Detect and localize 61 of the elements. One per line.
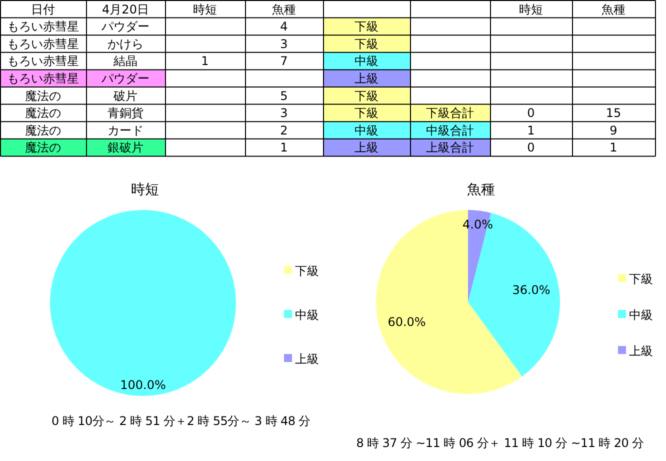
text: 魔法の — [25, 140, 61, 155]
text: パウダー — [100, 72, 150, 86]
text: 結晶 — [112, 54, 138, 68]
text: 1 — [610, 140, 618, 155]
text: 魚種 — [602, 2, 626, 16]
legend-label: 下級 — [295, 264, 319, 278]
text: 3 — [280, 106, 288, 120]
text: もろい赤彗星 — [7, 72, 79, 86]
legend-label: 中級 — [629, 308, 653, 322]
text: 2 — [280, 123, 288, 138]
text: 日付 — [31, 2, 55, 16]
legend-label: 中級 — [295, 308, 319, 322]
text: 0 — [527, 140, 535, 155]
text: 魔法の — [25, 88, 61, 103]
text: 下級 — [354, 88, 378, 103]
text: 4 — [280, 20, 288, 34]
text: 時短 — [519, 2, 543, 16]
text: 下級合計 — [426, 106, 474, 120]
text: 下級 — [354, 36, 378, 51]
text: 銀破片 — [108, 140, 144, 155]
text: 青銅貨 — [108, 106, 144, 120]
legend-label: 上級 — [295, 352, 319, 366]
text: 9 — [610, 123, 618, 138]
text: 7 — [280, 54, 288, 68]
text: 1 — [201, 54, 209, 68]
text: パウダー — [100, 20, 150, 34]
data-label: 4.0% — [462, 217, 494, 232]
data-label: 60.0% — [388, 314, 426, 329]
text: 中級 — [354, 123, 378, 138]
text: 1 — [280, 140, 288, 155]
text: 破片 — [112, 88, 138, 103]
text: 0 時 10分～ 2 時 51 分＋2 時 55分～ 3 時 48 分 — [52, 414, 311, 428]
text: 8 時 37 分 ~11 時 06 分＋ 11 時 10 分 ~11 時 20 分 — [356, 436, 644, 450]
text: かけら — [108, 36, 144, 51]
legend-label: 上級 — [629, 344, 653, 358]
text: 下級 — [354, 20, 378, 34]
data-label: 100.0% — [120, 378, 166, 392]
text: 5 — [280, 88, 288, 103]
text: 魚種 — [272, 2, 296, 16]
text: 上級合計 — [426, 140, 474, 155]
text: 3 — [280, 36, 288, 51]
text: 中級 — [354, 54, 378, 68]
text: 時短 — [193, 2, 217, 16]
text: 15 — [606, 106, 622, 120]
text: 上級 — [354, 72, 378, 86]
text: 4月20日 — [102, 2, 149, 16]
text: 魔法の — [25, 106, 61, 120]
legend-label: 下級 — [629, 272, 653, 286]
text: 魔法の — [25, 123, 61, 138]
chart-title: 魚種 — [467, 182, 495, 198]
chart-title: 時短 — [131, 182, 159, 198]
text: もろい赤彗星 — [7, 36, 79, 51]
text: 1 — [527, 123, 535, 138]
text: 上級 — [354, 140, 378, 155]
text: 中級合計 — [426, 123, 474, 138]
text: 下級 — [354, 106, 378, 120]
text: 0 — [527, 106, 535, 120]
data-label: 36.0% — [512, 282, 550, 297]
text: もろい赤彗星 — [7, 20, 79, 34]
text: もろい赤彗星 — [7, 54, 79, 68]
text: カード — [108, 123, 144, 138]
